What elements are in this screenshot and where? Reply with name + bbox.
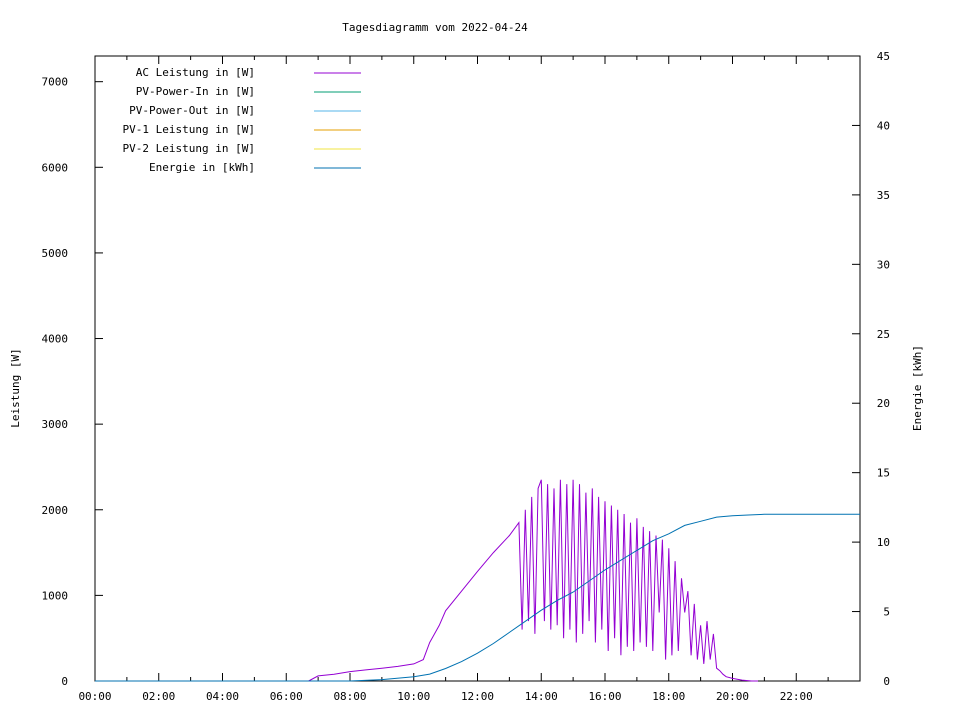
y-tick-label: 5000 — [42, 247, 69, 260]
x-tick-label: 00:00 — [78, 690, 111, 703]
series-line-0 — [308, 479, 758, 682]
y-tick-label: 0 — [61, 675, 68, 688]
y2-tick-label: 25 — [877, 328, 890, 341]
chart-title: Tagesdiagramm vom 2022-04-24 — [342, 21, 528, 34]
y2-axis: 0 5 10 15 20 25 30 35 40 45 — [852, 50, 890, 688]
y2-tick-label: 35 — [877, 189, 890, 202]
y2-axis-label: Energie [kWh] — [911, 345, 924, 431]
y2-tick-label: 30 — [877, 258, 890, 271]
x-tick-label: 12:00 — [461, 690, 494, 703]
legend-label: PV-1 Leistung in [W] — [123, 123, 255, 136]
y2-tick-label: 40 — [877, 119, 890, 132]
x-axis: 00:00 02:00 04:00 06:00 08:00 10:00 12:00 14:00… — [78, 56, 829, 703]
x-tick-label: 16:00 — [588, 690, 621, 703]
legend: AC Leistung in [W] PV-Power-In in [W] PV-P… — [123, 66, 361, 174]
y-tick-label: 7000 — [42, 76, 69, 89]
y-axis: 0 1000 2000 3000 4000 5000 6000 7000 — [42, 76, 103, 688]
x-tick-label: 06:00 — [270, 690, 303, 703]
legend-label: PV-Power-In in [W] — [136, 85, 255, 98]
legend-label: PV-Power-Out in [W] — [129, 104, 255, 117]
x-tick-label: 14:00 — [525, 690, 558, 703]
x-tick-label: 04:00 — [206, 690, 239, 703]
y-tick-label: 6000 — [42, 161, 69, 174]
y2-tick-label: 0 — [883, 675, 890, 688]
y-axis-label: Leistung [W] — [9, 348, 22, 427]
legend-label: PV-2 Leistung in [W] — [123, 142, 255, 155]
y2-tick-label: 10 — [877, 536, 890, 549]
x-tick-label: 20:00 — [716, 690, 749, 703]
y2-tick-label: 45 — [877, 50, 890, 63]
y-tick-label: 2000 — [42, 504, 69, 517]
legend-label: AC Leistung in [W] — [136, 66, 255, 79]
x-tick-label: 08:00 — [333, 690, 366, 703]
y2-tick-label: 20 — [877, 397, 890, 410]
series-line-5 — [95, 513, 860, 682]
y-tick-label: 4000 — [42, 333, 69, 346]
x-tick-label: 22:00 — [780, 690, 813, 703]
x-tick-label: 10:00 — [397, 690, 430, 703]
x-tick-label: 18:00 — [652, 690, 685, 703]
y-tick-label: 3000 — [42, 418, 69, 431]
y-tick-label: 1000 — [42, 589, 69, 602]
y2-tick-label: 5 — [883, 606, 890, 619]
legend-label: Energie in [kWh] — [149, 161, 255, 174]
series-lines — [95, 479, 860, 682]
y2-tick-label: 15 — [877, 467, 890, 480]
x-tick-label: 02:00 — [142, 690, 175, 703]
